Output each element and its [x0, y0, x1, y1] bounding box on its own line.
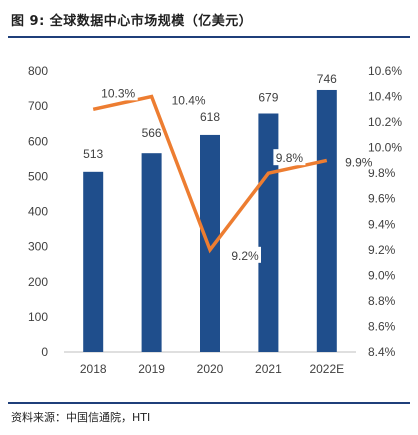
x-tick-label: 2018 — [80, 362, 107, 376]
bar — [316, 89, 337, 352]
y-left-tick-label: 300 — [28, 240, 48, 254]
x-tick-label: 2020 — [197, 362, 224, 376]
line-value-label: 9.2% — [231, 249, 259, 263]
line-value-label-bg — [169, 91, 209, 108]
bar — [141, 153, 162, 352]
y-left-tick-label: 200 — [28, 275, 48, 289]
x-tick-label: 2019 — [138, 362, 165, 376]
figure-title: 图 9: 全球数据中心市场规模（亿美元） — [11, 14, 253, 29]
y-left-tick-label: 400 — [28, 205, 48, 219]
x-tick-label: 2021 — [255, 362, 282, 376]
line-value-label: 10.3% — [101, 86, 135, 100]
y-right-tick-label: 8.6% — [368, 319, 396, 333]
y-right-tick-label: 10.2% — [368, 115, 402, 129]
y-left-tick-label: 100 — [28, 310, 48, 324]
line-value-label-bg — [98, 84, 138, 101]
line-value-label: 9.8% — [276, 151, 304, 165]
bar — [200, 134, 220, 352]
y-left-tick-label: 800 — [28, 64, 48, 78]
y-right-tick-label: 10.4% — [368, 90, 402, 104]
y-right-tick-label: 9.6% — [368, 192, 396, 206]
y-left-tick-label: 500 — [28, 169, 48, 183]
line-value-label-bg — [273, 149, 306, 166]
y-left-tick-label: 0 — [41, 345, 48, 359]
y-right-tick-label: 9.4% — [368, 217, 396, 231]
y-right-tick-label: 10.6% — [368, 64, 402, 78]
bar-value-label: 513 — [83, 147, 103, 161]
y-right-tick-label: 9.8% — [368, 166, 396, 180]
y-right-tick-label: 10.0% — [368, 141, 402, 155]
bar-value-label: 566 — [142, 126, 162, 140]
line-value-label: 10.4% — [172, 94, 206, 108]
line-value-label-bg — [229, 246, 261, 263]
y-left-tick-label: 700 — [28, 99, 48, 113]
bar-value-label: 746 — [317, 72, 337, 86]
line-value-label-bg — [342, 153, 375, 170]
bar-value-label: 679 — [258, 91, 278, 105]
source-note: 资料来源：中国信通院，HTI — [11, 411, 151, 424]
source-rule — [8, 402, 410, 404]
y-right-tick-label: 9.2% — [368, 243, 396, 257]
y-right-tick-label: 9.0% — [368, 268, 396, 282]
y-right-tick-label: 8.4% — [368, 345, 396, 359]
y-right-tick-label: 8.8% — [368, 294, 396, 308]
line-value-label: 9.9% — [345, 155, 373, 169]
growth-line — [92, 94, 328, 254]
y-left-tick-label: 600 — [28, 134, 48, 148]
x-tick-label: 2022E — [309, 362, 344, 376]
bar — [83, 171, 104, 352]
title-rule — [8, 36, 410, 38]
bar-value-label: 618 — [200, 110, 220, 124]
